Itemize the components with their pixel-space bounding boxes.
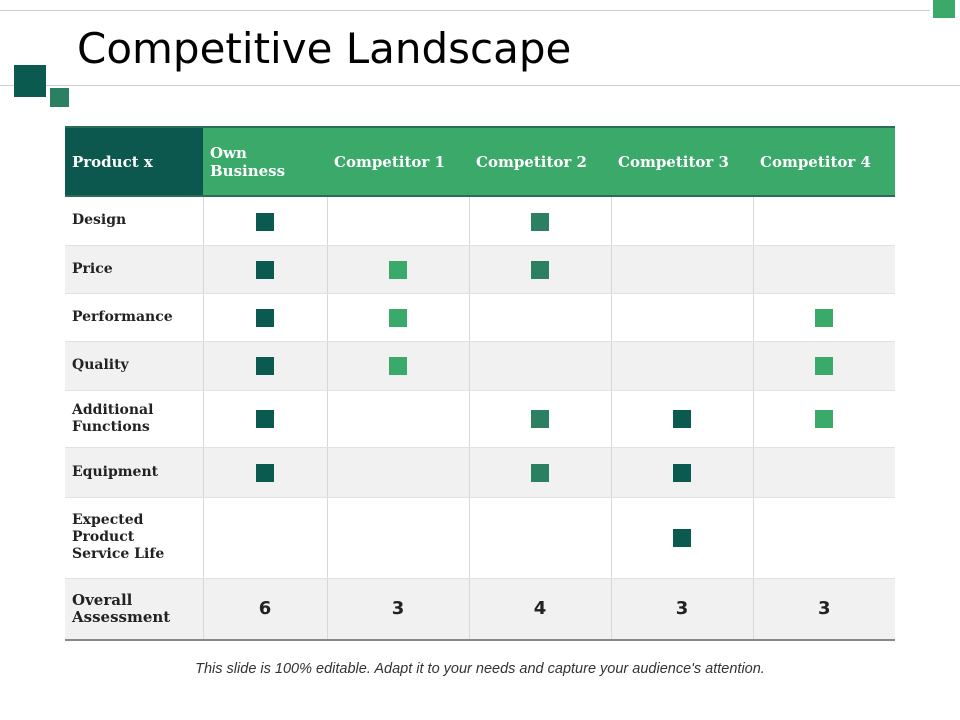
header-product: Product x (65, 127, 203, 196)
table-cell (752, 341, 895, 391)
check-square-icon (673, 410, 691, 429)
check-square-icon (531, 260, 549, 279)
table-row: Performance (65, 293, 895, 342)
slide-title: Competitive Landscape (77, 24, 572, 73)
table-cell (468, 390, 611, 448)
table-cell (326, 447, 469, 498)
row-label: Equipment (65, 447, 203, 498)
large-square-decoration (14, 65, 46, 97)
header-own-business: Own Business (203, 127, 327, 196)
comparison-table: Product x Own Business Competitor 1 Comp… (65, 126, 895, 641)
row-label: Performance (65, 293, 203, 342)
row-label: Quality (65, 341, 203, 391)
row-label: Design (65, 196, 203, 246)
score-cell: 3 (752, 578, 895, 641)
row-label: Price (65, 245, 203, 294)
check-square-icon (815, 308, 834, 327)
check-square-icon (256, 260, 274, 279)
check-square-icon (531, 410, 549, 429)
check-square-icon (256, 357, 274, 376)
check-square-icon (673, 463, 691, 482)
row-label: Overall Assessment (65, 578, 203, 641)
table-cell (202, 447, 327, 498)
top-rule (0, 10, 930, 11)
overall-assessment-row: Overall Assessment 6 3 4 3 3 (65, 578, 895, 641)
score-cell: 3 (326, 578, 469, 641)
table-cell (468, 497, 611, 579)
table-row: Price (65, 245, 895, 294)
score-cell: 4 (468, 578, 611, 641)
header-competitor-1: Competitor 1 (327, 127, 469, 196)
check-square-icon (256, 410, 274, 429)
check-square-icon (673, 529, 691, 548)
table-cell (468, 196, 611, 246)
table-cell (326, 341, 469, 391)
table-cell (468, 245, 611, 294)
check-square-icon (815, 410, 834, 429)
table-cell (752, 245, 895, 294)
table-cell (202, 497, 327, 579)
table-cell (326, 245, 469, 294)
table-cell (468, 293, 611, 342)
table-cell (202, 341, 327, 391)
table-cell (610, 447, 753, 498)
table-row: Design (65, 196, 895, 246)
table-cell (468, 447, 611, 498)
table-cell (610, 245, 753, 294)
table-cell (610, 390, 753, 448)
row-label: Expected Product Service Life (65, 497, 203, 579)
table-row: Quality (65, 341, 895, 391)
table-cell (326, 293, 469, 342)
row-label: Additional Functions (65, 390, 203, 448)
check-square-icon (389, 357, 407, 376)
table-cell (752, 447, 895, 498)
check-square-icon (815, 357, 834, 376)
header-row: Product x Own Business Competitor 1 Comp… (65, 127, 895, 196)
check-square-icon (256, 212, 274, 231)
table-cell (202, 245, 327, 294)
title-rule (0, 85, 960, 86)
header-competitor-4: Competitor 4 (753, 127, 895, 196)
check-square-icon (389, 308, 407, 327)
check-square-icon (531, 463, 549, 482)
table-cell (610, 497, 753, 579)
small-square-decoration (50, 88, 69, 107)
table-cell (610, 341, 753, 391)
check-square-icon (256, 463, 274, 482)
table-cell (610, 196, 753, 246)
table-cell (326, 196, 469, 246)
table-row: Additional Functions (65, 390, 895, 448)
check-square-icon (389, 260, 407, 279)
table-cell (326, 390, 469, 448)
corner-square-decoration (933, 0, 955, 18)
score-cell: 3 (610, 578, 753, 641)
check-square-icon (531, 212, 549, 231)
footer-note: This slide is 100% editable. Adapt it to… (195, 661, 765, 677)
table-cell (752, 390, 895, 448)
header-competitor-3: Competitor 3 (611, 127, 753, 196)
header-competitor-2: Competitor 2 (469, 127, 611, 196)
table-row: Expected Product Service Life (65, 497, 895, 579)
table-cell (202, 196, 327, 246)
table-cell (468, 341, 611, 391)
table-row: Equipment (65, 447, 895, 498)
table-cell (752, 196, 895, 246)
table-cell (326, 497, 469, 579)
table-cell (752, 497, 895, 579)
table-cell (202, 390, 327, 448)
check-square-icon (256, 308, 274, 327)
table-cell (610, 293, 753, 342)
score-cell: 6 (202, 578, 327, 641)
table-cell (202, 293, 327, 342)
table-cell (752, 293, 895, 342)
